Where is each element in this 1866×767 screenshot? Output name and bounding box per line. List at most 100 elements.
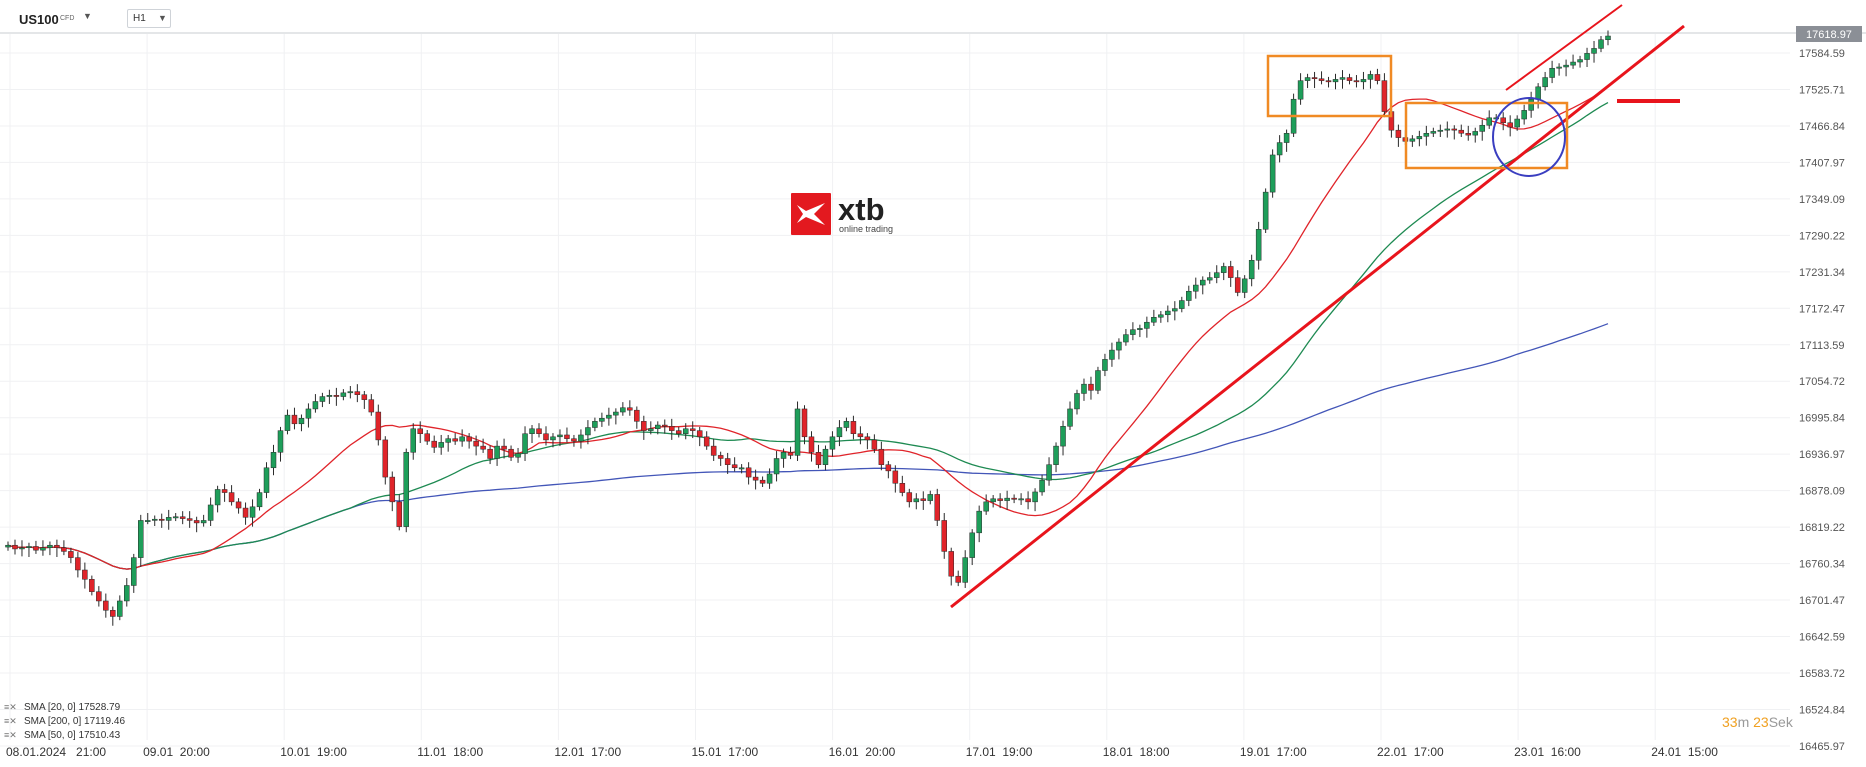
candle-up [1241, 278, 1248, 293]
candle-up [655, 424, 661, 430]
candle-up [843, 421, 850, 428]
candle-countdown-timer: 33m 23Sek [1722, 714, 1793, 730]
price-tick-label: 17054.72 [1799, 376, 1845, 388]
candle-up [40, 547, 46, 551]
candle-down [193, 520, 200, 524]
candle-up [270, 452, 277, 469]
candle-up [1423, 133, 1430, 137]
candle-down [1374, 74, 1381, 81]
candle-up [1479, 124, 1485, 132]
candle-up [1060, 426, 1066, 447]
candle-down [675, 430, 682, 434]
candle-up [47, 544, 53, 548]
candle-up [927, 494, 934, 501]
candle-down [885, 464, 892, 472]
candle-down [689, 428, 696, 431]
candle-up [1130, 329, 1136, 335]
candle-up [822, 448, 829, 465]
legend-item-sma50[interactable]: ≡✕ SMA [50, 0] 17510.43 [4, 728, 125, 742]
indicator-legend: ≡✕ SMA [20, 0] 17528.79 ≡✕ SMA [200, 0] 17… [4, 700, 125, 742]
candle-down [745, 467, 752, 478]
price-tick-label: 17349.09 [1799, 194, 1845, 206]
legend-label: SMA [20, 0] 17528.79 [24, 702, 121, 713]
time-tick-label: 09.01 20:00 [143, 745, 210, 759]
price-tick-label: 16878.09 [1799, 486, 1845, 498]
candle-down [1234, 277, 1241, 293]
candle-down [1353, 80, 1360, 83]
candle-up [1304, 77, 1311, 81]
candle-up [1067, 408, 1073, 427]
candle-down [724, 458, 731, 465]
candle-up [592, 421, 598, 428]
symbol-selector[interactable]: US100 [19, 12, 59, 27]
sma-50-line [7, 102, 1609, 570]
candle-up [1137, 328, 1143, 330]
candle-up [1206, 277, 1213, 281]
candle-down [669, 426, 675, 431]
current-price-badge: 17618.97 [1796, 26, 1862, 42]
candle-up [326, 395, 333, 397]
candle-down [955, 575, 961, 583]
candle-down [759, 479, 766, 484]
xtb-logo-wordmark: xtb [838, 192, 885, 227]
candle-down [731, 464, 738, 469]
candle-down [480, 445, 486, 450]
candle-down [871, 439, 878, 450]
legend-label: SMA [200, 0] 17119.46 [24, 716, 126, 727]
candle-up [1577, 59, 1583, 63]
candle-up [1521, 110, 1527, 120]
legend-item-sma20[interactable]: ≡✕ SMA [20, 0] 17528.79 [4, 700, 125, 714]
time-tick-label: 19.01 17:00 [1240, 745, 1307, 759]
candle-up [1123, 334, 1129, 343]
candle-down [179, 516, 186, 519]
candle-up [124, 585, 130, 602]
indicator-settings-icon[interactable]: ≡✕ [4, 730, 17, 740]
candle-up [1360, 79, 1367, 83]
candle-down [158, 518, 165, 521]
candle-down [710, 445, 717, 456]
indicator-settings-icon[interactable]: ≡✕ [4, 716, 17, 726]
candle-up [1193, 284, 1199, 292]
candle-down [186, 518, 193, 521]
price-tick-label: 16642.59 [1799, 632, 1845, 644]
candle-up [1598, 39, 1604, 49]
timeframe-dropdown-caret-icon: ▼ [158, 13, 167, 23]
candle-down [354, 391, 361, 395]
price-tick-label: 17466.84 [1799, 121, 1845, 133]
candle-up [613, 411, 619, 416]
candle-up [1144, 321, 1150, 329]
xtb-x-icon [797, 203, 825, 225]
candle-up [1283, 133, 1290, 143]
candle-down [899, 483, 906, 493]
timer-minutes-unit: m [1737, 714, 1750, 730]
timeframe-selector[interactable]: H1 ▼ [127, 9, 171, 28]
candle-up [1158, 314, 1164, 318]
price-tick-label: 17584.59 [1799, 48, 1845, 60]
candle-down [487, 448, 493, 459]
indicator-settings-icon[interactable]: ≡✕ [4, 702, 17, 712]
candle-up [1570, 61, 1576, 66]
price-tick-label: 16819.22 [1799, 522, 1845, 534]
price-tick-label: 16701.47 [1799, 595, 1845, 607]
candle-up [1605, 35, 1611, 40]
candle-up [165, 517, 172, 521]
symbol-dropdown-caret-icon[interactable]: ▼ [83, 11, 92, 21]
candle-down [1346, 77, 1353, 81]
time-tick-label: 24.01 15:00 [1651, 745, 1718, 759]
price-tick-label: 17172.47 [1799, 303, 1845, 315]
chart-toolbar: US100 CFD ▼ H1 ▼ [0, 0, 1866, 34]
candle-up [1262, 191, 1269, 230]
candle-up [151, 518, 158, 521]
candle-up [1074, 393, 1080, 410]
candle-up [620, 407, 626, 413]
candle-down [696, 430, 703, 438]
candle-down [543, 433, 549, 441]
candle-up [1102, 359, 1108, 371]
candle-down [864, 436, 871, 441]
legend-item-sma200[interactable]: ≡✕ SMA [200, 0] 17119.46 [4, 714, 125, 728]
candle-down [564, 434, 570, 439]
channel-upper-trendline [1505, 4, 1623, 91]
candle-up [829, 436, 836, 450]
candle-down [1381, 80, 1388, 112]
